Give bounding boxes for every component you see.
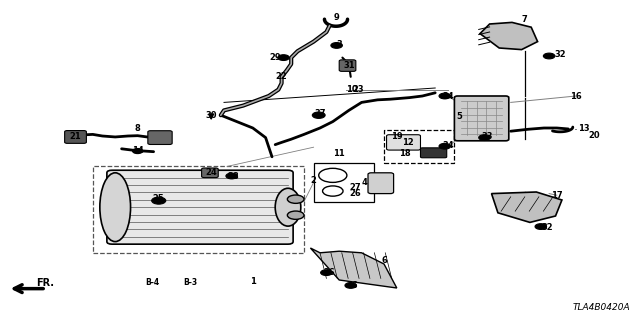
Polygon shape (310, 248, 397, 288)
Circle shape (543, 53, 555, 59)
Text: 1: 1 (250, 277, 256, 286)
Ellipse shape (100, 173, 131, 242)
Text: 24: 24 (205, 168, 217, 177)
Text: 3: 3 (337, 40, 342, 49)
Polygon shape (480, 22, 538, 50)
Text: 20: 20 (588, 131, 600, 140)
FancyBboxPatch shape (387, 135, 420, 150)
Text: 10: 10 (346, 85, 358, 94)
Text: TLA4B0420A: TLA4B0420A (573, 303, 630, 312)
Circle shape (535, 224, 547, 229)
Text: 36: 36 (346, 281, 358, 290)
Text: 23: 23 (353, 85, 364, 94)
Circle shape (132, 148, 143, 154)
Circle shape (152, 197, 166, 204)
Text: 21: 21 (70, 132, 81, 141)
Text: 30: 30 (205, 111, 217, 120)
Text: 4: 4 (362, 178, 368, 187)
Text: 32: 32 (541, 223, 553, 232)
FancyBboxPatch shape (107, 170, 293, 244)
Text: 36: 36 (324, 268, 335, 277)
Circle shape (321, 270, 332, 276)
Text: 13: 13 (578, 124, 589, 133)
Text: 26: 26 (349, 189, 361, 198)
Polygon shape (492, 192, 562, 222)
Circle shape (331, 43, 342, 48)
Text: FR.: FR. (36, 278, 54, 288)
FancyBboxPatch shape (202, 168, 218, 178)
Text: B-3: B-3 (184, 278, 198, 287)
Text: 12: 12 (403, 138, 414, 147)
Text: 18: 18 (399, 149, 410, 158)
Text: 31: 31 (343, 61, 355, 70)
Text: 34: 34 (442, 92, 454, 100)
FancyBboxPatch shape (454, 96, 509, 141)
Bar (93, 166, 304, 253)
Text: 5: 5 (456, 112, 463, 121)
Circle shape (287, 211, 304, 220)
FancyBboxPatch shape (339, 60, 356, 71)
Circle shape (439, 143, 451, 149)
Text: 14: 14 (132, 146, 143, 155)
Text: 8: 8 (135, 124, 140, 132)
Text: 11: 11 (333, 149, 345, 158)
FancyBboxPatch shape (148, 131, 172, 145)
FancyBboxPatch shape (368, 173, 394, 194)
Text: 22: 22 (276, 72, 287, 81)
Bar (314, 163, 374, 202)
Text: 9: 9 (333, 13, 339, 22)
Circle shape (439, 93, 451, 99)
Text: 28: 28 (228, 172, 239, 180)
Circle shape (312, 112, 325, 118)
Circle shape (278, 55, 289, 60)
Text: 37: 37 (314, 109, 326, 118)
Circle shape (287, 195, 304, 204)
Text: 16: 16 (570, 92, 582, 100)
Text: B-4: B-4 (145, 278, 159, 287)
Text: 17: 17 (551, 191, 563, 200)
Text: 7: 7 (522, 15, 527, 24)
Text: 34: 34 (442, 141, 454, 150)
Text: 27: 27 (349, 183, 361, 192)
Bar (384, 130, 454, 163)
Text: 2: 2 (310, 176, 317, 185)
FancyBboxPatch shape (420, 148, 447, 158)
Circle shape (345, 283, 356, 288)
Text: 29: 29 (269, 53, 281, 62)
Text: 33: 33 (482, 132, 493, 140)
Circle shape (226, 173, 237, 179)
Text: 6: 6 (381, 256, 387, 265)
Ellipse shape (275, 188, 301, 226)
Text: 25: 25 (153, 194, 164, 203)
Text: 19: 19 (391, 132, 403, 140)
Text: 32: 32 (555, 50, 566, 59)
FancyBboxPatch shape (65, 131, 86, 143)
Circle shape (479, 135, 490, 140)
